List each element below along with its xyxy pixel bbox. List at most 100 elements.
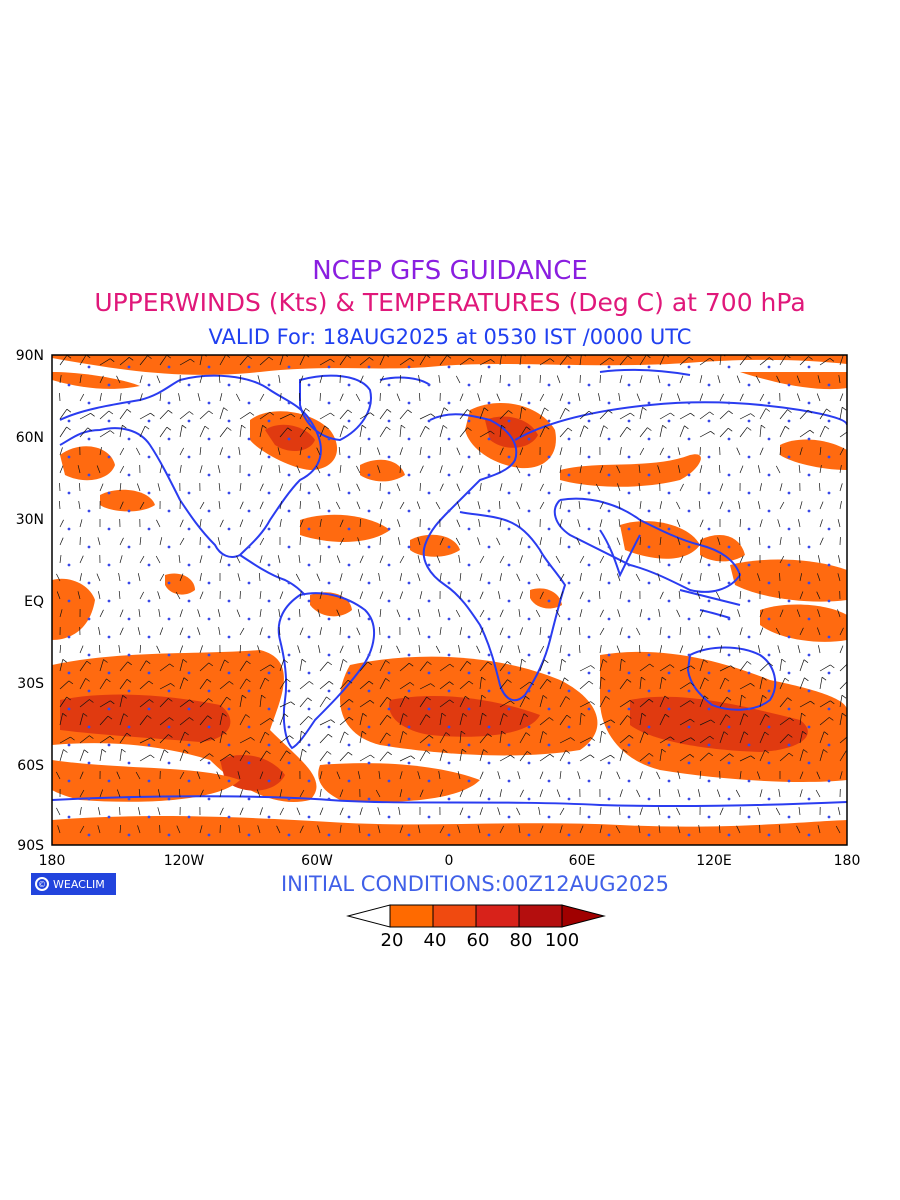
temperature-dot — [287, 833, 291, 837]
chart-title: NCEP GFS GUIDANCE — [312, 256, 588, 286]
wind-barb — [99, 749, 103, 762]
wind-barb — [139, 715, 148, 726]
wind-barb-flag — [189, 699, 194, 704]
wind-barb — [439, 749, 444, 762]
temperature-dot — [827, 635, 831, 639]
temperature-dot — [487, 653, 491, 657]
wind-barb-flag — [246, 660, 251, 665]
wind-barb — [97, 537, 101, 546]
wind-barb — [439, 537, 444, 546]
temperature-dot — [107, 743, 111, 747]
temperature-dot — [267, 779, 271, 783]
wind-barb-flag — [147, 355, 152, 359]
wind-barb — [159, 734, 169, 744]
temperature-dot — [627, 599, 631, 603]
wind-barb — [579, 825, 584, 834]
wind-barb — [399, 662, 410, 672]
wind-barb — [59, 537, 64, 546]
wind-barb — [719, 696, 728, 708]
wind-barb — [399, 374, 402, 384]
wind-barb-flag — [588, 410, 594, 415]
temperature-dot — [687, 545, 691, 549]
temperature-labels — [67, 365, 851, 837]
wind-barb — [197, 393, 201, 402]
temperature-dot — [227, 455, 231, 459]
temperature-dot — [807, 401, 811, 405]
temperature-dot — [307, 671, 311, 675]
wind-barb — [595, 483, 601, 492]
wind-barb — [755, 375, 761, 384]
temperature-dot — [507, 599, 511, 603]
wind-barb — [277, 573, 281, 582]
wind-barb — [79, 789, 85, 798]
wind-barb-flag — [90, 413, 95, 417]
temperature-dot — [167, 581, 171, 585]
temperature-dot — [107, 383, 111, 387]
wind-barb-flag — [521, 406, 527, 411]
wind-barb — [839, 736, 847, 744]
wind-barb — [279, 713, 285, 726]
wind-barb-flag — [542, 695, 548, 699]
wind-barb-flag — [764, 749, 770, 754]
wind-barb — [519, 627, 523, 636]
wind-barb — [719, 677, 726, 690]
wind-barb — [599, 627, 605, 636]
wind-barb — [617, 609, 621, 618]
wind-barb — [838, 555, 841, 564]
wind-barb — [839, 501, 842, 510]
wind-barb — [736, 375, 741, 384]
temperature-dot — [67, 599, 71, 603]
temperature-dot — [367, 473, 371, 477]
wind-barb — [417, 537, 421, 546]
wind-barb-flag — [807, 409, 813, 414]
wind-barb-flag — [427, 661, 432, 665]
temperature-dot — [767, 689, 771, 693]
wind-barb — [599, 425, 605, 438]
temperature-dot — [787, 599, 791, 603]
wind-barb — [579, 410, 590, 420]
wind-barb — [137, 573, 141, 582]
wind-barb — [837, 519, 841, 528]
temperature-dot — [407, 437, 411, 441]
colorbar-segment — [346, 904, 391, 928]
wind-barb — [79, 678, 86, 690]
wind-barb-flag — [462, 713, 468, 717]
wind-barb — [719, 483, 724, 492]
wind-barb — [459, 680, 470, 690]
temperature-dot — [507, 563, 511, 567]
wind-barb-flag — [570, 737, 575, 741]
temperature-dot — [487, 473, 491, 477]
wind-barb — [459, 661, 468, 672]
wind-barb — [418, 375, 421, 384]
temperature-dot — [127, 365, 131, 369]
temperature-dot — [647, 545, 651, 549]
wind-barb-flag — [168, 698, 173, 702]
temperature-dot — [427, 383, 431, 387]
temperature-dot — [147, 419, 151, 423]
wind-barb-flag — [403, 713, 408, 717]
temperature-dot — [127, 509, 131, 513]
temperature-dot — [187, 635, 191, 639]
wind-barb — [458, 645, 461, 654]
temperature-dot — [267, 599, 271, 603]
wind-barb — [459, 713, 464, 726]
temperature-dot — [848, 546, 851, 549]
wind-barb-flag — [468, 680, 474, 685]
temperature-dot — [387, 563, 391, 567]
wind-barb — [659, 393, 663, 402]
wind-barb-flag — [648, 698, 654, 703]
wind-barb — [757, 645, 761, 654]
temperature-dot — [587, 707, 591, 711]
temperature-dot — [647, 437, 651, 441]
wind-barb — [619, 749, 624, 762]
wind-barb-flag — [784, 425, 790, 430]
wind-barb — [59, 408, 68, 420]
wind-barb — [799, 731, 803, 744]
temperature-dot — [247, 473, 251, 477]
wind-barb — [739, 427, 748, 438]
wind-barb — [279, 807, 284, 816]
wind-barb — [419, 750, 427, 762]
temperature-dot — [848, 402, 851, 405]
wind-barb — [559, 393, 564, 402]
temperature-dot — [727, 761, 731, 765]
